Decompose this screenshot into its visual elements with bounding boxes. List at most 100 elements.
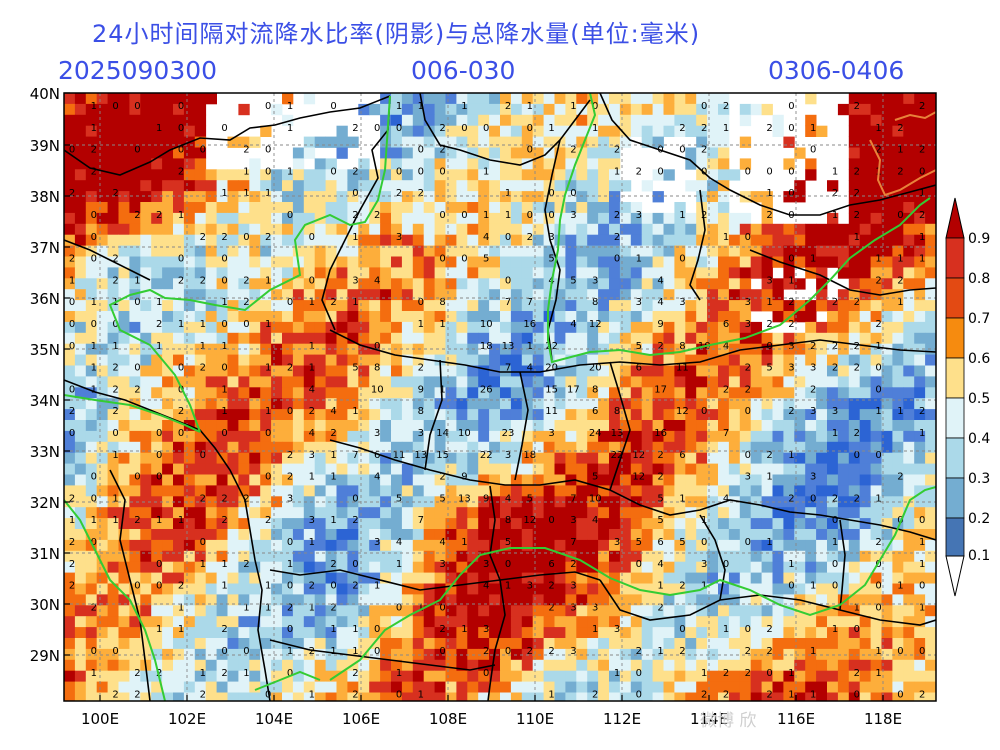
field-cell [685, 441, 697, 454]
field-cell [358, 452, 370, 464]
lon-label-106e: 106E [342, 710, 380, 728]
field-cell [881, 147, 893, 159]
field-cell [652, 300, 664, 312]
field-cell [303, 387, 316, 399]
field-cell [96, 561, 108, 573]
field-cell [151, 561, 163, 573]
field-cell [380, 267, 392, 279]
field-cell [85, 648, 98, 661]
field-cell [434, 627, 446, 639]
field-cell [696, 430, 708, 443]
field-cell [739, 518, 752, 530]
field-cell [314, 518, 326, 530]
precip-amount-value: 2 [548, 646, 554, 657]
field-cell [478, 616, 490, 628]
field-cell [423, 670, 435, 682]
field-cell [728, 529, 741, 541]
field-cell [489, 670, 501, 682]
field-cell [543, 681, 555, 693]
field-cell [881, 311, 893, 323]
field-cell [249, 529, 261, 541]
field-cell [848, 332, 861, 345]
precip-amount-value: 2 [723, 101, 729, 112]
field-cell [85, 202, 98, 214]
field-cell [761, 409, 773, 421]
field-cell [194, 692, 207, 701]
field-cell [85, 365, 98, 377]
field-cell [107, 354, 119, 366]
field-cell [859, 452, 871, 464]
field-cell [369, 627, 381, 639]
field-cell [107, 169, 119, 181]
field-cell [260, 245, 272, 257]
precip-amount-value: 1 [265, 319, 271, 330]
field-cell [696, 659, 708, 672]
field-cell [532, 278, 544, 290]
field-cell [510, 539, 523, 552]
field-cell [663, 93, 675, 105]
field-cell [848, 638, 861, 650]
field-cell [914, 125, 926, 137]
field-cell [118, 605, 130, 617]
field-cell [718, 103, 730, 116]
field-cell [129, 136, 141, 148]
field-cell [543, 550, 555, 563]
field-cell [227, 539, 239, 552]
field-cell [903, 212, 915, 225]
field-cell [707, 550, 719, 563]
field-cell [848, 147, 861, 159]
field-cell [859, 311, 871, 323]
field-cell [314, 343, 326, 355]
field-cell [783, 670, 795, 682]
field-cell [816, 409, 828, 421]
field-cell [576, 376, 588, 388]
field-cell [772, 681, 784, 693]
field-cell [401, 311, 414, 323]
precip-amount-value: 2 [243, 275, 249, 286]
field-cell [532, 659, 544, 672]
field-cell [194, 430, 207, 443]
field-cell [456, 376, 468, 388]
field-cell [434, 103, 446, 116]
precip-amount-value: 3 [745, 472, 751, 483]
field-cell [151, 420, 163, 432]
precip-amount-value: 3 [483, 624, 489, 635]
field-cell [271, 245, 283, 257]
field-cell [859, 616, 871, 628]
precip-amount-value: 2 [309, 581, 315, 592]
field-cell [794, 572, 806, 584]
field-cell [347, 430, 359, 443]
field-cell [205, 332, 217, 345]
field-cell [805, 376, 817, 388]
field-cell [303, 452, 316, 464]
field-cell [805, 638, 817, 650]
precip-amount-value: 0 [156, 472, 162, 483]
field-cell [674, 616, 686, 628]
field-cell [619, 300, 632, 312]
field-cell [837, 627, 850, 639]
field-cell [467, 212, 479, 225]
field-cell [794, 245, 806, 257]
field-cell [303, 550, 316, 563]
field-cell [565, 496, 577, 508]
precip-amount-value: 0 [374, 646, 380, 657]
field-cell [140, 605, 152, 617]
field-cell [74, 583, 87, 595]
field-cell [151, 583, 163, 595]
field-cell [619, 332, 632, 345]
field-cell [467, 681, 479, 693]
field-cell [271, 278, 283, 290]
field-cell [718, 311, 730, 323]
field-cell [282, 561, 294, 573]
field-cell [107, 583, 119, 595]
field-cell [162, 223, 174, 236]
field-cell [205, 223, 217, 236]
field-cell [739, 321, 752, 334]
precip-amount-value: 0 [919, 581, 925, 592]
field-cell [609, 463, 621, 475]
precip-amount-value: 1 [352, 232, 358, 243]
field-cell [96, 616, 108, 628]
field-cell [619, 518, 632, 530]
field-cell [532, 321, 544, 334]
field-cell [652, 670, 664, 682]
